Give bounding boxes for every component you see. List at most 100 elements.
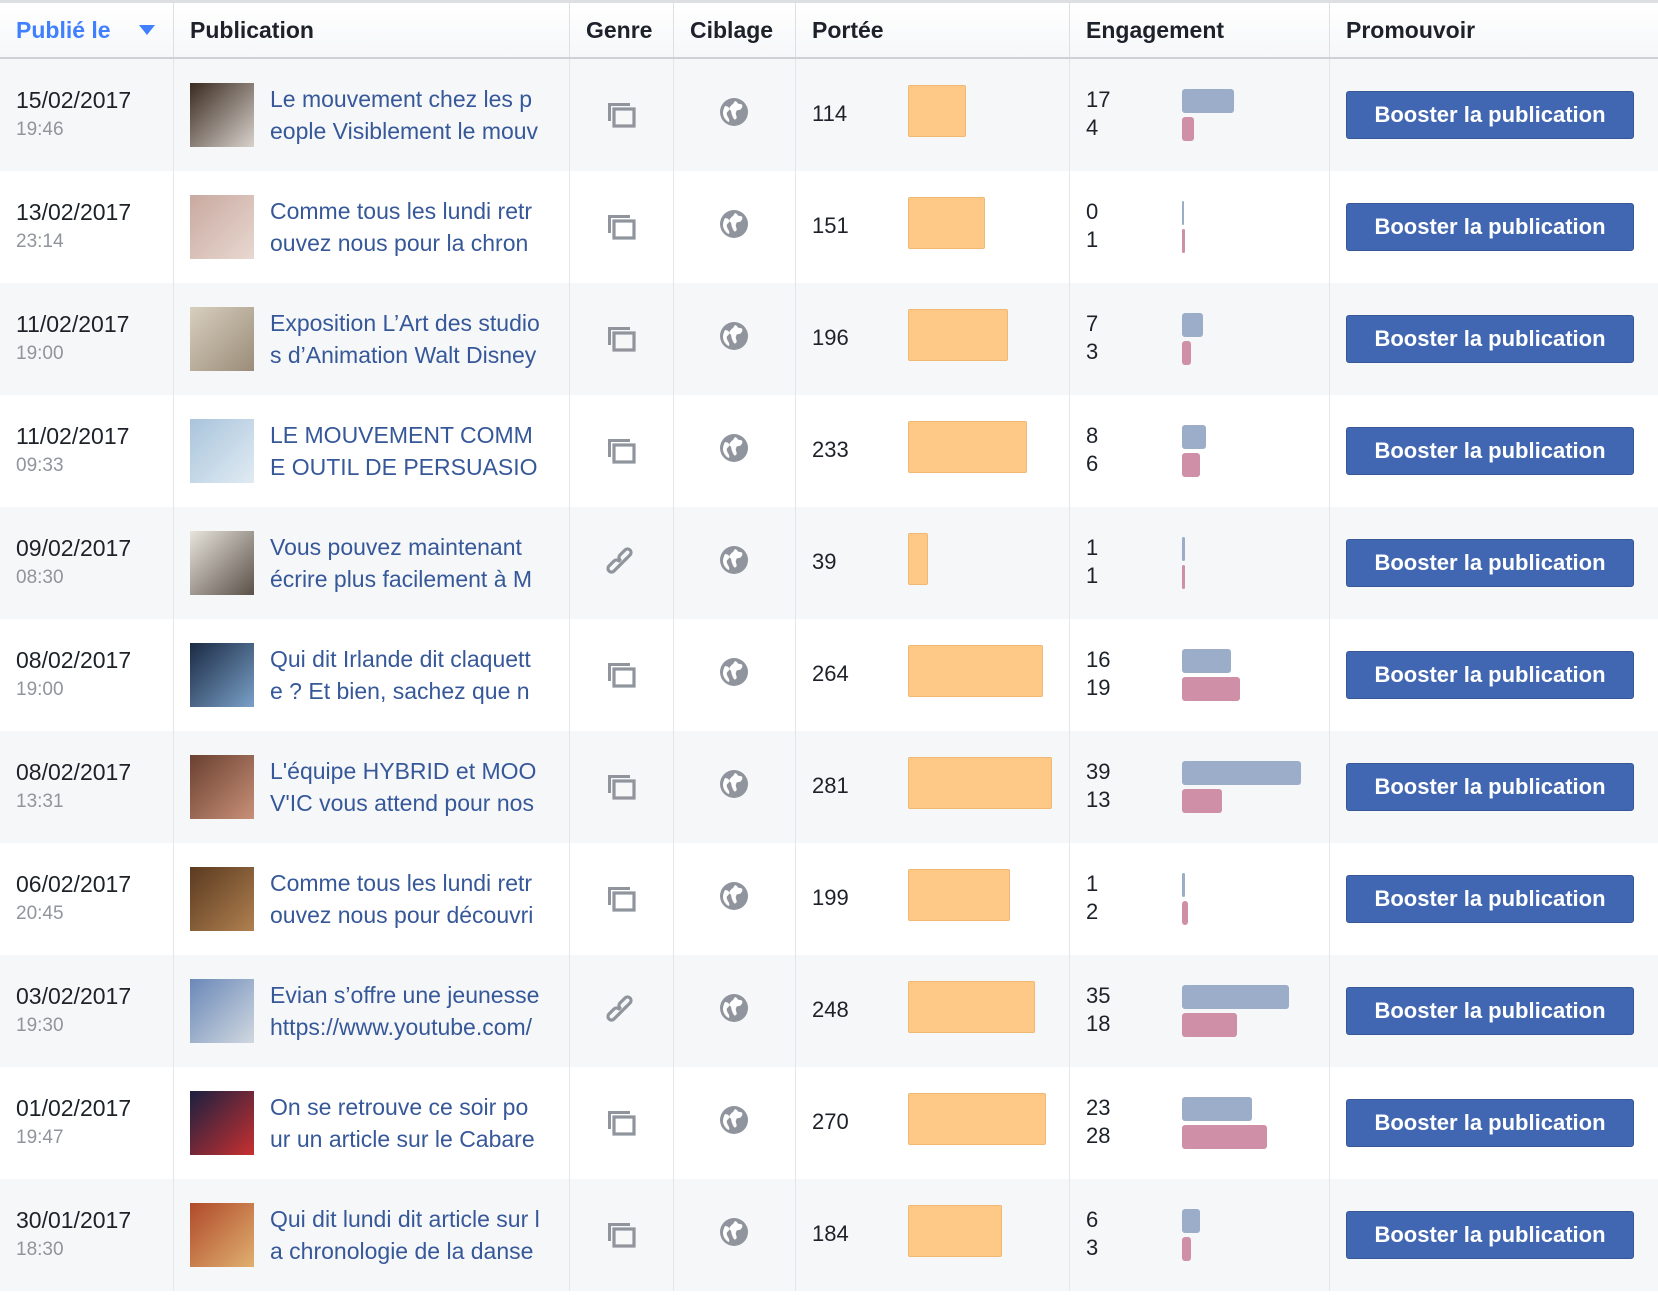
boost-post-button[interactable]: Booster la publication (1346, 987, 1634, 1035)
table-row: 15/02/2017 19:46 Le mouvement chez les p… (0, 59, 1658, 171)
engagement-primary-value: 7 (1086, 311, 1099, 336)
post-thumbnail[interactable] (190, 643, 254, 707)
promote-cell: Booster la publication (1330, 283, 1658, 395)
promote-cell: Booster la publication (1330, 843, 1658, 955)
engagement-cell: 6 3 (1070, 1179, 1330, 1291)
engagement-cell: 7 3 (1070, 283, 1330, 395)
publish-time: 19:00 (16, 343, 64, 364)
post-thumbnail[interactable] (190, 979, 254, 1043)
post-link[interactable]: L'équipe HYBRID et MOO V'IC vous attend … (270, 758, 537, 816)
table-row: 13/02/2017 23:14 Comme tous les lundi re… (0, 171, 1658, 283)
publish-date: 15/02/2017 (16, 87, 132, 113)
header-targeting: Ciblage (674, 3, 796, 57)
post-link[interactable]: LE MOUVEMENT COMM E OUTIL DE PERSUASIO (270, 422, 538, 480)
boost-post-button[interactable]: Booster la publication (1346, 539, 1634, 587)
post-link[interactable]: On se retrouve ce soir po ur un article … (270, 1094, 535, 1152)
engagement-primary-bar (1182, 201, 1184, 225)
reach-bar (908, 645, 1044, 697)
post-thumbnail[interactable] (190, 531, 254, 595)
post-link[interactable]: Qui dit lundi dit article sur l a chrono… (270, 1206, 540, 1264)
publication-cell: Le mouvement chez les p eople Visiblemen… (174, 59, 570, 171)
engagement-secondary-value: 4 (1086, 115, 1099, 140)
genre-cell (570, 843, 674, 955)
header-publication: Publication (174, 3, 570, 57)
post-link[interactable]: Vous pouvez maintenant écrire plus facil… (270, 534, 533, 592)
table-row: 11/02/2017 09:33 LE MOUVEMENT COMM E OUT… (0, 395, 1658, 507)
engagement-primary-value: 1 (1086, 871, 1099, 896)
post-link[interactable]: Qui dit Irlande dit claquett e ? Et bien… (270, 646, 531, 704)
engagement-secondary-value: 6 (1086, 451, 1099, 476)
post-thumbnail[interactable] (190, 307, 254, 371)
publish-time: 19:00 (16, 679, 64, 700)
post-thumbnail[interactable] (190, 83, 254, 147)
publish-time: 08:30 (16, 567, 64, 588)
post-thumbnail[interactable] (190, 867, 254, 931)
promote-cell: Booster la publication (1330, 731, 1658, 843)
post-link[interactable]: Comme tous les lundi retr ouvez nous pou… (270, 198, 533, 256)
post-thumbnail[interactable] (190, 419, 254, 483)
boost-post-button[interactable]: Booster la publication (1346, 875, 1634, 923)
globe-icon (719, 433, 749, 463)
engagement-primary-bar (1182, 313, 1204, 337)
reach-cell: 270 (796, 1067, 1070, 1179)
reach-cell: 199 (796, 843, 1070, 955)
header-published-sort[interactable]: Publié le (0, 3, 174, 57)
boost-post-button[interactable]: Booster la publication (1346, 315, 1634, 363)
boost-post-button[interactable]: Booster la publication (1346, 763, 1634, 811)
published-cell: 13/02/2017 23:14 (0, 171, 174, 283)
post-link[interactable]: Exposition L’Art des studio s d’Animatio… (270, 310, 540, 368)
engagement-secondary-bar (1182, 789, 1222, 813)
promote-cell: Booster la publication (1330, 171, 1658, 283)
post-thumbnail[interactable] (190, 195, 254, 259)
post-link[interactable]: Evian s’offre une jeunesse https://www.y… (270, 982, 540, 1040)
publication-cell: Evian s’offre une jeunesse https://www.y… (174, 955, 570, 1067)
globe-icon (719, 1105, 749, 1135)
table-row: 11/02/2017 19:00 Exposition L’Art des st… (0, 283, 1658, 395)
publish-date: 11/02/2017 (16, 423, 130, 449)
posts-table: Publié le Publication Genre Ciblage Port… (0, 3, 1658, 1291)
post-thumbnail[interactable] (190, 1203, 254, 1267)
targeting-cell (674, 955, 796, 1067)
published-cell: 03/02/2017 19:30 (0, 955, 174, 1067)
publish-date: 01/02/2017 (16, 1095, 132, 1121)
boost-post-button[interactable]: Booster la publication (1346, 427, 1634, 475)
boost-post-button[interactable]: Booster la publication (1346, 91, 1634, 139)
reach-bar (908, 1205, 1003, 1257)
post-link[interactable]: Comme tous les lundi retr ouvez nous pou… (270, 870, 534, 928)
reach-value: 184 (812, 1221, 849, 1246)
header-published-label: Publié le (16, 16, 111, 43)
genre-cell (570, 507, 674, 619)
engagement-secondary-value: 28 (1086, 1123, 1111, 1148)
sort-down-icon[interactable] (139, 25, 155, 35)
globe-icon (719, 321, 749, 351)
boost-post-button[interactable]: Booster la publication (1346, 1099, 1634, 1147)
post-link[interactable]: Le mouvement chez les p eople Visiblemen… (270, 86, 539, 144)
publish-date: 11/02/2017 (16, 311, 130, 337)
boost-post-button[interactable]: Booster la publication (1346, 1211, 1634, 1259)
engagement-primary-bar (1182, 1097, 1253, 1121)
post-thumbnail[interactable] (190, 755, 254, 819)
boost-post-button[interactable]: Booster la publication (1346, 203, 1634, 251)
boost-post-button[interactable]: Booster la publication (1346, 651, 1634, 699)
publish-date: 03/02/2017 (16, 983, 132, 1009)
engagement-cell: 35 18 (1070, 955, 1330, 1067)
publication-cell: Vous pouvez maintenant écrire plus facil… (174, 507, 570, 619)
reach-bar (908, 85, 967, 137)
reach-value: 264 (812, 661, 849, 686)
post-thumbnail[interactable] (190, 1091, 254, 1155)
engagement-primary-value: 39 (1086, 759, 1111, 784)
reach-value: 199 (812, 885, 849, 910)
engagement-secondary-value: 1 (1086, 227, 1099, 252)
promote-cell: Booster la publication (1330, 59, 1658, 171)
reach-value: 114 (812, 101, 848, 126)
publish-time: 19:30 (16, 1015, 64, 1036)
engagement-cell: 1 1 (1070, 507, 1330, 619)
publish-date: 08/02/2017 (16, 647, 132, 673)
publication-cell: LE MOUVEMENT COMM E OUTIL DE PERSUASIO (174, 395, 570, 507)
promote-cell: Booster la publication (1330, 619, 1658, 731)
published-cell: 11/02/2017 09:33 (0, 395, 174, 507)
album-icon (606, 99, 638, 131)
reach-value: 281 (812, 773, 849, 798)
album-icon (606, 771, 638, 803)
reach-bar (908, 309, 1009, 361)
